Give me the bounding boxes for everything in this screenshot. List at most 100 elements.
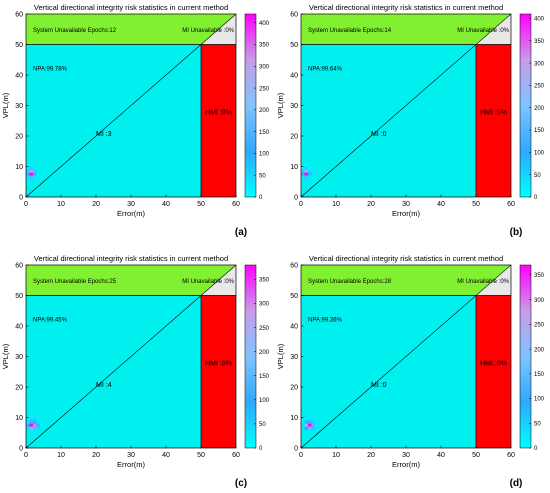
y-tick-label: 20: [290, 134, 298, 141]
x-tick-label: 0: [24, 201, 28, 208]
y-axis-label: VPL(m): [276, 343, 285, 369]
system-unavailable-region: [26, 14, 236, 45]
x-tick-label: 40: [437, 452, 445, 459]
heatmap-cell: [26, 169, 30, 173]
heatmap-cell: [29, 417, 33, 421]
heatmap-cell: [33, 429, 37, 433]
mi-unavailable-label: MI Unavailable :0%: [457, 279, 509, 285]
x-tick-label: 20: [367, 201, 375, 208]
heatmap-cell: [315, 423, 319, 427]
colorbar-tick-label: 100: [534, 397, 545, 403]
colorbar-tick-label: 350: [534, 39, 545, 45]
colorbar-tick-label: 300: [534, 61, 545, 67]
x-tick-label: 0: [299, 201, 303, 208]
x-tick-label: 40: [437, 201, 445, 208]
heatmap-cell: [304, 423, 308, 427]
mi-unavailable-label: MI Unavailable :0%: [457, 28, 509, 34]
chart-panel: Vertical directional integrity risk stat…: [1, 3, 270, 238]
colorbar-tick-label: 350: [259, 278, 270, 284]
x-tick-label: 30: [402, 452, 410, 459]
colorbar-tick-label: 200: [259, 108, 270, 114]
heatmap-cell: [26, 420, 30, 424]
colorbar: [519, 13, 532, 198]
diagonal-line: [300, 13, 512, 198]
npa-label: NPA:99.45%: [33, 317, 68, 323]
heatmap-cell: [308, 417, 312, 421]
panel-label: (d): [510, 478, 523, 488]
heatmap-cell: [33, 175, 37, 179]
colorbar-tick-label: 100: [259, 398, 270, 404]
y-tick-label: 10: [15, 415, 23, 422]
heatmap-cell: [29, 163, 33, 167]
heatmap-cell: [301, 420, 305, 424]
heatmap-cell: [308, 423, 312, 427]
x-tick-label: 20: [92, 452, 100, 459]
heatmap-cell: [304, 175, 308, 179]
colorbar: [244, 264, 257, 449]
heatmap-cell: [36, 423, 40, 427]
y-tick-label: 60: [15, 12, 23, 19]
x-axis-label: Error(m): [392, 209, 420, 218]
y-tick-label: 10: [15, 164, 23, 171]
hmi-region: [476, 295, 511, 448]
heatmap-cell: [301, 172, 305, 176]
y-tick-label: 0: [294, 446, 298, 453]
colorbar-tick-label: 350: [534, 273, 545, 279]
hmi-label: HMI :0%: [205, 110, 232, 117]
heatmap-cell: [26, 163, 30, 167]
colorbar-tick-label: 0: [534, 195, 538, 201]
x-tick-label: 0: [24, 452, 28, 459]
heatmap-cell: [26, 175, 30, 179]
colorbar-tick-label: 200: [259, 350, 270, 356]
heatmap-cell: [308, 426, 312, 430]
heatmap-cell: [301, 423, 305, 427]
x-axis-label: Error(m): [392, 460, 420, 469]
heatmap-cell: [36, 426, 40, 430]
system-unavailable-label: System Unavailable Epochs:12: [33, 28, 117, 34]
colorbar-tick-label: 400: [259, 21, 270, 27]
y-tick-label: 30: [15, 103, 23, 110]
heatmap-cell: [308, 175, 312, 179]
x-axis-label: Error(m): [117, 460, 145, 469]
x-tick-label: 50: [197, 452, 205, 459]
chart-panel: Vertical directional integrity risk stat…: [276, 254, 545, 489]
heatmap-cell: [26, 172, 30, 176]
x-tick-label: 60: [232, 201, 240, 208]
colorbar-tick-label: 200: [534, 106, 545, 112]
x-tick-label: 60: [507, 452, 515, 459]
heatmap-cell: [29, 175, 33, 179]
x-tick-label: 10: [57, 452, 65, 459]
mi-label: MI :0: [371, 131, 387, 138]
y-tick-label: 0: [19, 195, 23, 202]
hmi-label: HMI :0%: [205, 361, 232, 368]
npa-label: NPA:99.78%: [33, 66, 68, 72]
heatmap-cell: [29, 178, 33, 182]
x-tick-label: 30: [402, 201, 410, 208]
diagonal-line: [300, 264, 512, 449]
panel-label: (b): [510, 227, 523, 238]
colorbar-tick-label: 250: [259, 86, 270, 92]
heatmap-cell: [304, 420, 308, 424]
diagonal-line: [25, 264, 237, 449]
y-axis-label: VPL(m): [1, 92, 10, 118]
diagonal-line: [25, 13, 237, 198]
npa-label: NPA:99.36%: [308, 317, 343, 323]
heatmap-cell: [304, 172, 308, 176]
y-axis-label: VPL(m): [276, 92, 285, 118]
colorbar-tick-label: 150: [259, 130, 270, 136]
mi-unavailable-label: MI Unavailable :0%: [182, 28, 234, 34]
colorbar-tick-label: 150: [534, 128, 545, 134]
x-tick-label: 10: [332, 201, 340, 208]
colorbar-tick-label: 250: [259, 326, 270, 332]
heatmap-cell: [304, 166, 308, 170]
y-tick-label: 40: [290, 324, 298, 331]
heatmap-cell: [26, 423, 30, 427]
heatmap-cell: [40, 423, 44, 427]
heatmap-cell: [36, 420, 40, 424]
x-tick-label: 50: [472, 201, 480, 208]
heatmap-cell: [33, 172, 37, 176]
colorbar-tick-label: 0: [259, 195, 263, 201]
y-axis-label: VPL(m): [1, 343, 10, 369]
chart-title: Vertical directional integrity risk stat…: [34, 254, 228, 263]
colorbar-tick-label: 150: [534, 372, 545, 378]
